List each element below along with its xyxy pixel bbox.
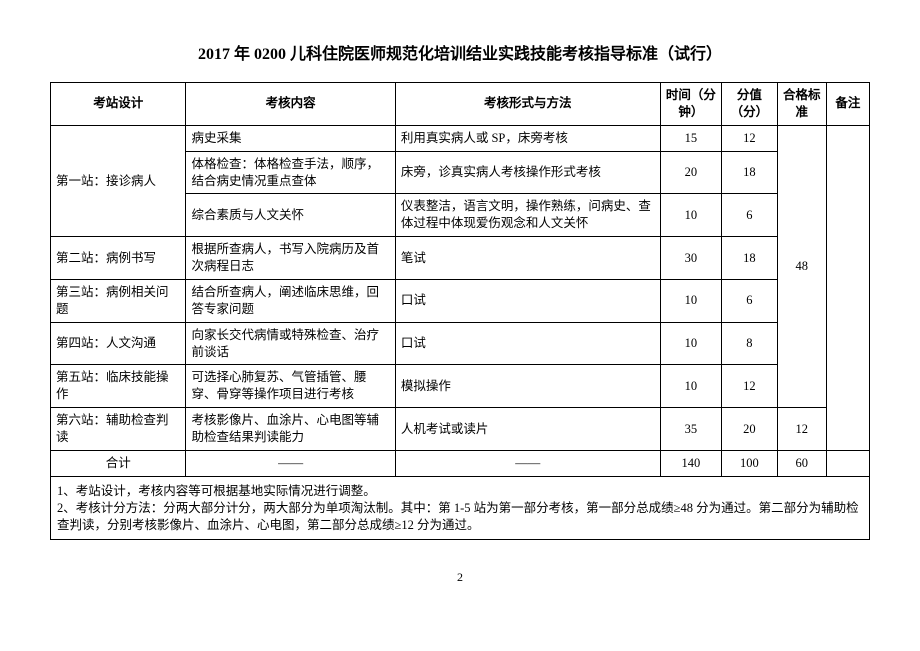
total-dash: —— (186, 450, 395, 476)
method-cell: 利用真实病人或 SP，床旁考核 (395, 125, 660, 151)
notes-cell: 1、考站设计，考核内容等可根据基地实际情况进行调整。 2、考核计分方法：分两大部… (51, 476, 870, 540)
content-cell: 体格检查：体格检查手法，顺序，结合病史情况重点查体 (186, 151, 395, 194)
content-cell: 考核影像片、血涂片、心电图等辅助检查结果判读能力 (186, 408, 395, 451)
header-row: 考站设计 考核内容 考核形式与方法 时间（分钟） 分值（分） 合格标准 备注 (51, 83, 870, 126)
table-row: 第一站：接诊病人 病史采集 利用真实病人或 SP，床旁考核 15 12 48 (51, 125, 870, 151)
method-cell: 人机考试或读片 (395, 408, 660, 451)
page-title: 2017 年 0200 儿科住院医师规范化培训结业实践技能考核指导标准（试行） (50, 40, 870, 64)
score-cell: 6 (722, 279, 777, 322)
time-cell: 10 (660, 279, 722, 322)
content-cell: 根据所查病人，书写入院病历及首次病程日志 (186, 237, 395, 280)
total-remark (826, 450, 869, 476)
content-cell: 向家长交代病情或特殊检查、治疗前谈话 (186, 322, 395, 365)
time-cell: 10 (660, 194, 722, 237)
col-time: 时间（分钟） (660, 83, 722, 126)
total-pass: 60 (777, 450, 826, 476)
content-cell: 综合素质与人文关怀 (186, 194, 395, 237)
time-cell: 30 (660, 237, 722, 280)
score-cell: 6 (722, 194, 777, 237)
notes-row: 1、考站设计，考核内容等可根据基地实际情况进行调整。 2、考核计分方法：分两大部… (51, 476, 870, 540)
pass-cell-group1: 48 (777, 125, 826, 407)
station-cell: 第二站：病例书写 (51, 237, 186, 280)
pass-cell-group2: 12 (777, 408, 826, 451)
total-dash: —— (395, 450, 660, 476)
col-station: 考站设计 (51, 83, 186, 126)
method-cell: 仪表整洁，语言文明，操作熟练，问病史、查体过程中体现爱伤观念和人文关怀 (395, 194, 660, 237)
station-cell: 第五站：临床技能操作 (51, 365, 186, 408)
col-score: 分值（分） (722, 83, 777, 126)
content-cell: 可选择心肺复苏、气管插管、腰穿、骨穿等操作项目进行考核 (186, 365, 395, 408)
content-cell: 结合所查病人，阐述临床思维，回答专家问题 (186, 279, 395, 322)
score-cell: 18 (722, 237, 777, 280)
time-cell: 35 (660, 408, 722, 451)
col-content: 考核内容 (186, 83, 395, 126)
score-cell: 8 (722, 322, 777, 365)
method-cell: 口试 (395, 279, 660, 322)
method-cell: 笔试 (395, 237, 660, 280)
method-cell: 口试 (395, 322, 660, 365)
time-cell: 10 (660, 322, 722, 365)
table-row: 第五站：临床技能操作 可选择心肺复苏、气管插管、腰穿、骨穿等操作项目进行考核 模… (51, 365, 870, 408)
col-remark: 备注 (826, 83, 869, 126)
method-cell: 模拟操作 (395, 365, 660, 408)
total-row: 合计 —— —— 140 100 60 (51, 450, 870, 476)
total-label: 合计 (51, 450, 186, 476)
table-row: 第六站：辅助检查判读 考核影像片、血涂片、心电图等辅助检查结果判读能力 人机考试… (51, 408, 870, 451)
table-row: 第三站：病例相关问题 结合所查病人，阐述临床思维，回答专家问题 口试 10 6 (51, 279, 870, 322)
assessment-table: 考站设计 考核内容 考核形式与方法 时间（分钟） 分值（分） 合格标准 备注 第… (50, 82, 870, 540)
table-row: 第二站：病例书写 根据所查病人，书写入院病历及首次病程日志 笔试 30 18 (51, 237, 870, 280)
station-cell: 第一站：接诊病人 (51, 125, 186, 236)
total-time: 140 (660, 450, 722, 476)
content-cell: 病史采集 (186, 125, 395, 151)
remark-cell (826, 125, 869, 450)
station-cell: 第三站：病例相关问题 (51, 279, 186, 322)
score-cell: 18 (722, 151, 777, 194)
time-cell: 20 (660, 151, 722, 194)
station-cell: 第六站：辅助检查判读 (51, 408, 186, 451)
score-cell: 12 (722, 125, 777, 151)
total-score: 100 (722, 450, 777, 476)
page-number: 2 (50, 570, 870, 585)
station-cell: 第四站：人文沟通 (51, 322, 186, 365)
method-cell: 床旁，诊真实病人考核操作形式考核 (395, 151, 660, 194)
time-cell: 10 (660, 365, 722, 408)
score-cell: 12 (722, 365, 777, 408)
col-pass: 合格标准 (777, 83, 826, 126)
col-method: 考核形式与方法 (395, 83, 660, 126)
score-cell: 20 (722, 408, 777, 451)
table-row: 第四站：人文沟通 向家长交代病情或特殊检查、治疗前谈话 口试 10 8 (51, 322, 870, 365)
time-cell: 15 (660, 125, 722, 151)
